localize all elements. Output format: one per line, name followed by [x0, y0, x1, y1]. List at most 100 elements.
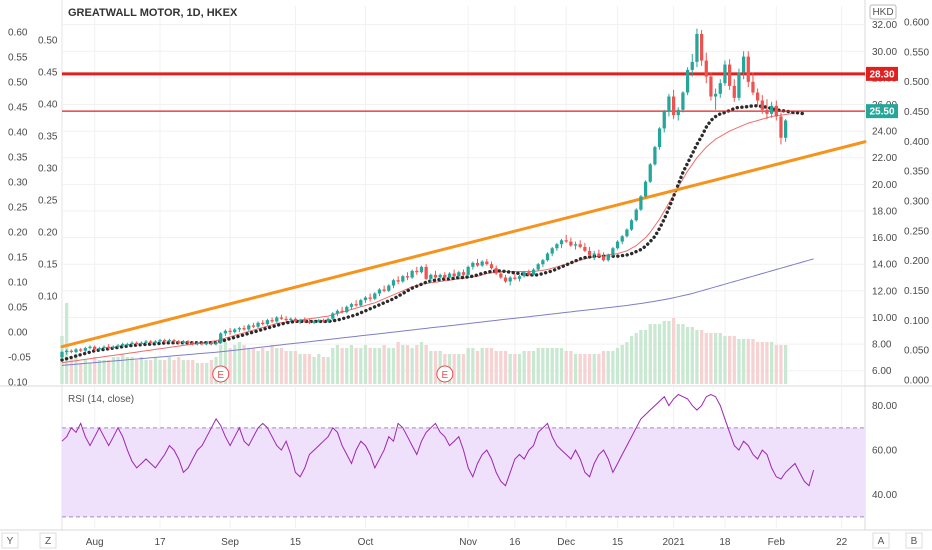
- volume-bar: [718, 333, 722, 384]
- volume-bar: [499, 351, 503, 384]
- volume-bar: [247, 348, 251, 384]
- candle-body: [74, 349, 78, 353]
- volume-bar: [541, 348, 545, 384]
- volume-bar: [205, 363, 209, 384]
- volume-bar: [667, 321, 671, 384]
- volume-bar: [727, 336, 732, 384]
- volume-bar: [452, 354, 456, 384]
- candle-body: [452, 273, 456, 277]
- time-tick-label: Sep: [221, 537, 239, 548]
- volume-bar: [107, 360, 111, 384]
- volume-bar: [102, 360, 106, 384]
- candle-body: [326, 318, 330, 322]
- secondary-scale-label: 0.150: [904, 286, 929, 297]
- candle-body: [699, 33, 704, 61]
- left-scale-alt-label: 0.25: [38, 196, 58, 207]
- candle-body: [709, 76, 713, 97]
- earnings-marker[interactable]: [212, 365, 230, 383]
- candle-body: [713, 93, 718, 97]
- candle-body: [163, 340, 167, 342]
- candle-body: [503, 277, 508, 282]
- candle-body: [475, 262, 480, 266]
- candle-body: [172, 340, 176, 342]
- price-level-badge[interactable]: [866, 104, 898, 119]
- time-tick-label: 15: [290, 537, 302, 548]
- volume-bar: [391, 348, 396, 384]
- time-tick-label: Feb: [768, 537, 786, 548]
- left-scale-label: 0.20: [8, 228, 28, 239]
- left-scale-label: 0.50: [8, 78, 28, 89]
- volume-bar: [783, 345, 788, 384]
- candle-body: [251, 325, 256, 327]
- trendline[interactable]: [60, 140, 867, 349]
- time-tick-label: Aug: [86, 537, 104, 548]
- candle-body: [597, 253, 601, 257]
- price-tick-label: 20.00: [872, 180, 897, 191]
- left-scale-label: 0.10: [8, 278, 28, 289]
- price-level-badge[interactable]: [866, 66, 898, 81]
- currency-label: HKD: [872, 7, 893, 18]
- volume-bar: [158, 360, 162, 384]
- candle-body: [433, 274, 438, 278]
- volume-bar: [471, 348, 475, 384]
- volume-bar: [298, 354, 302, 384]
- volume-bar: [270, 345, 274, 384]
- price-tick-label: 24.00: [872, 127, 897, 138]
- volume-bar: [583, 354, 587, 384]
- left-scale-label: 0.25: [8, 203, 28, 214]
- candle-body: [569, 241, 573, 246]
- volume-bar: [415, 345, 419, 384]
- volume-bar: [494, 351, 498, 384]
- left-scale-label: 0.30: [8, 178, 28, 189]
- candle-body: [741, 56, 746, 73]
- b-button[interactable]: B: [905, 532, 923, 549]
- chart-title: GREATWALL MOTOR, 1D, HKEX: [68, 7, 238, 19]
- candle-body: [275, 317, 279, 322]
- auto-scale-button[interactable]: A: [872, 532, 890, 549]
- price-tick-label: 16.00: [872, 233, 897, 244]
- currency-badge[interactable]: [869, 4, 897, 20]
- z-button[interactable]: Z: [39, 532, 57, 549]
- volume-bar: [293, 351, 298, 384]
- volume-bar: [335, 345, 340, 384]
- secondary-scale-label: 0.400: [904, 137, 929, 148]
- candle-body: [732, 85, 736, 98]
- candle-body: [517, 276, 522, 279]
- candles: [60, 28, 788, 359]
- volume-bar: [573, 354, 578, 384]
- volume-bar: [209, 360, 214, 384]
- volume-bar: [466, 348, 470, 384]
- candle-body: [587, 250, 592, 255]
- candle-body: [620, 236, 624, 242]
- candle-body: [657, 128, 662, 148]
- volume-bar: [279, 348, 284, 384]
- volume-bar: [681, 324, 685, 384]
- volume-bar: [377, 348, 382, 384]
- candle-body: [237, 328, 242, 330]
- volume-bar: [163, 360, 167, 384]
- left-scale-label: 0.10: [8, 378, 28, 389]
- candle-body: [611, 248, 615, 255]
- price-tick-label: 30.00: [872, 47, 897, 58]
- volume-bar: [111, 357, 115, 384]
- volume-bar: [662, 321, 666, 384]
- secondary-scale-label: 0.100: [904, 316, 929, 327]
- candle-body: [765, 109, 769, 114]
- candle-body: [625, 229, 629, 237]
- candle-body: [167, 340, 172, 342]
- time-tick-label: 15: [612, 537, 624, 548]
- trendline-group[interactable]: [60, 140, 867, 349]
- candle-body: [695, 33, 699, 62]
- price-tick-label: 32.00: [872, 20, 897, 31]
- volume-bar: [606, 351, 610, 384]
- volume-bar: [485, 348, 489, 384]
- left-scale-label: 0.45: [8, 103, 28, 114]
- candle-body: [471, 262, 475, 267]
- earnings-marker[interactable]: [436, 365, 454, 383]
- volume-bar: [69, 357, 73, 384]
- volume-bar: [172, 360, 176, 384]
- y-button[interactable]: Y: [1, 532, 19, 549]
- volume-bar: [144, 360, 148, 384]
- left-scale-alt-label: 0.35: [38, 132, 58, 143]
